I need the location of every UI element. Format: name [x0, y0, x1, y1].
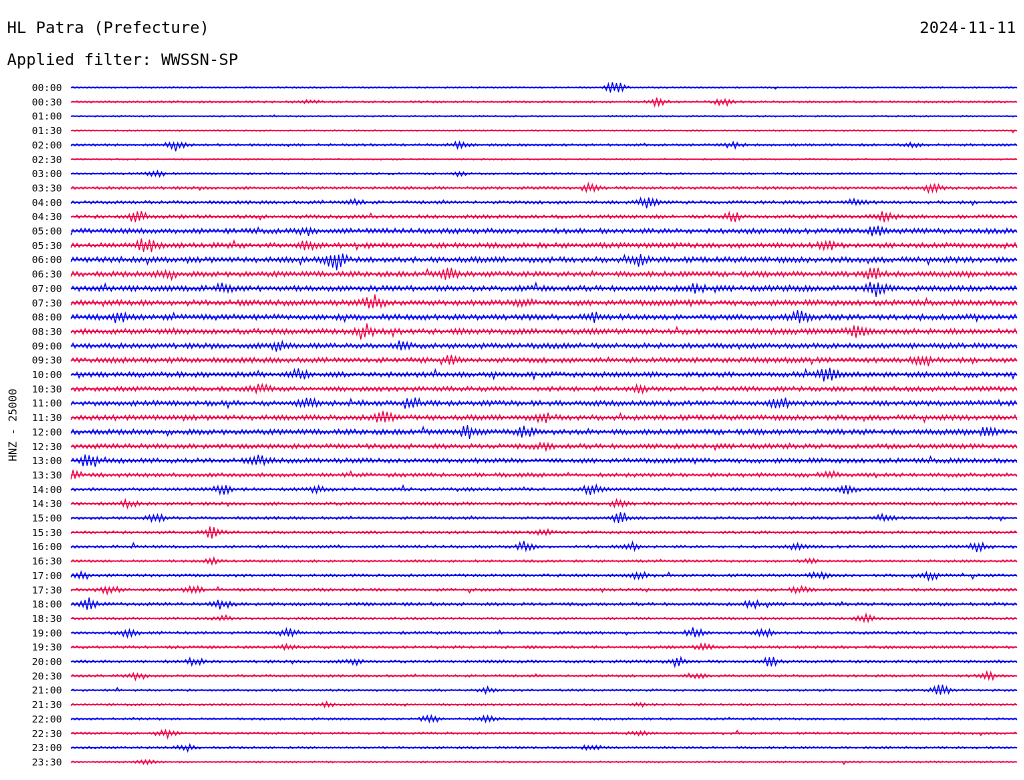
time-tick-label: 13:00	[32, 456, 62, 467]
time-tick-label: 16:30	[32, 557, 62, 568]
time-tick-label: 15:00	[32, 514, 62, 525]
time-tick-label: 01:00	[32, 112, 62, 123]
seismogram-trace	[70, 454, 1018, 467]
seismogram-trace	[70, 483, 1018, 496]
time-tick-label: 18:30	[32, 614, 62, 625]
time-tick-label: 03:00	[32, 169, 62, 180]
time-tick-label: 08:00	[32, 313, 62, 324]
time-tick-label: 15:30	[32, 528, 62, 539]
time-tick-label: 08:30	[32, 327, 62, 338]
time-tick-label: 20:30	[32, 671, 62, 682]
time-tick-label: 06:30	[32, 270, 62, 281]
time-tick-label: 17:30	[32, 585, 62, 596]
seismogram-trace	[70, 728, 1018, 740]
time-tick-label: 06:00	[32, 255, 62, 266]
seismogram-trace	[70, 410, 1018, 424]
time-tick-label: 22:00	[32, 714, 62, 725]
time-tick-label: 19:30	[32, 643, 62, 654]
time-tick-label: 16:00	[32, 542, 62, 553]
seismogram-trace	[70, 140, 1018, 152]
seismogram-trace	[70, 253, 1018, 271]
time-tick-label: 00:30	[32, 97, 62, 108]
time-tick-label: 11:00	[32, 399, 62, 410]
time-tick-label: 09:00	[32, 341, 62, 352]
seismogram-trace	[70, 281, 1018, 297]
time-tick-label: 14:30	[32, 499, 62, 510]
time-tick-label: 00:00	[32, 83, 62, 94]
time-tick-label: 07:30	[32, 298, 62, 309]
time-tick-label: 14:00	[32, 485, 62, 496]
record-date: 2024-11-11	[919, 18, 1016, 37]
filter-label: Applied filter: WWSSN-SP	[7, 50, 239, 69]
time-tick-label: 10:30	[32, 384, 62, 395]
time-tick-label: 20:00	[32, 657, 62, 668]
time-tick-label: 09:30	[32, 356, 62, 367]
time-tick-label: 19:00	[32, 628, 62, 639]
time-tick-label: 02:00	[32, 140, 62, 151]
time-tick-label: 18:00	[32, 600, 62, 611]
seismogram-trace	[70, 294, 1018, 310]
station-title: HL Patra (Prefecture)	[7, 18, 210, 37]
time-tick-label: 03:30	[32, 183, 62, 194]
time-tick-label: 07:00	[32, 284, 62, 295]
time-tick-label: 04:00	[32, 198, 62, 209]
time-tick-label: 12:00	[32, 427, 62, 438]
time-tick-label: 22:30	[32, 729, 62, 740]
time-tick-label: 21:00	[32, 686, 62, 697]
time-tick-label: 17:00	[32, 571, 62, 582]
time-tick-label: 12:30	[32, 442, 62, 453]
time-tick-label: 11:30	[32, 413, 62, 424]
time-tick-label: 23:00	[32, 743, 62, 754]
seismogram-trace	[70, 339, 1018, 352]
time-tick-label: 04:30	[32, 212, 62, 223]
time-tick-label: 10:00	[32, 370, 62, 381]
time-tick-label: 01:30	[32, 126, 62, 137]
time-tick-label: 23:30	[32, 757, 62, 768]
time-tick-label: 13:30	[32, 470, 62, 481]
time-tick-label: 21:30	[32, 700, 62, 711]
time-tick-label: 05:00	[32, 227, 62, 238]
time-tick-label: 02:30	[32, 155, 62, 166]
time-tick-label: 05:30	[32, 241, 62, 252]
